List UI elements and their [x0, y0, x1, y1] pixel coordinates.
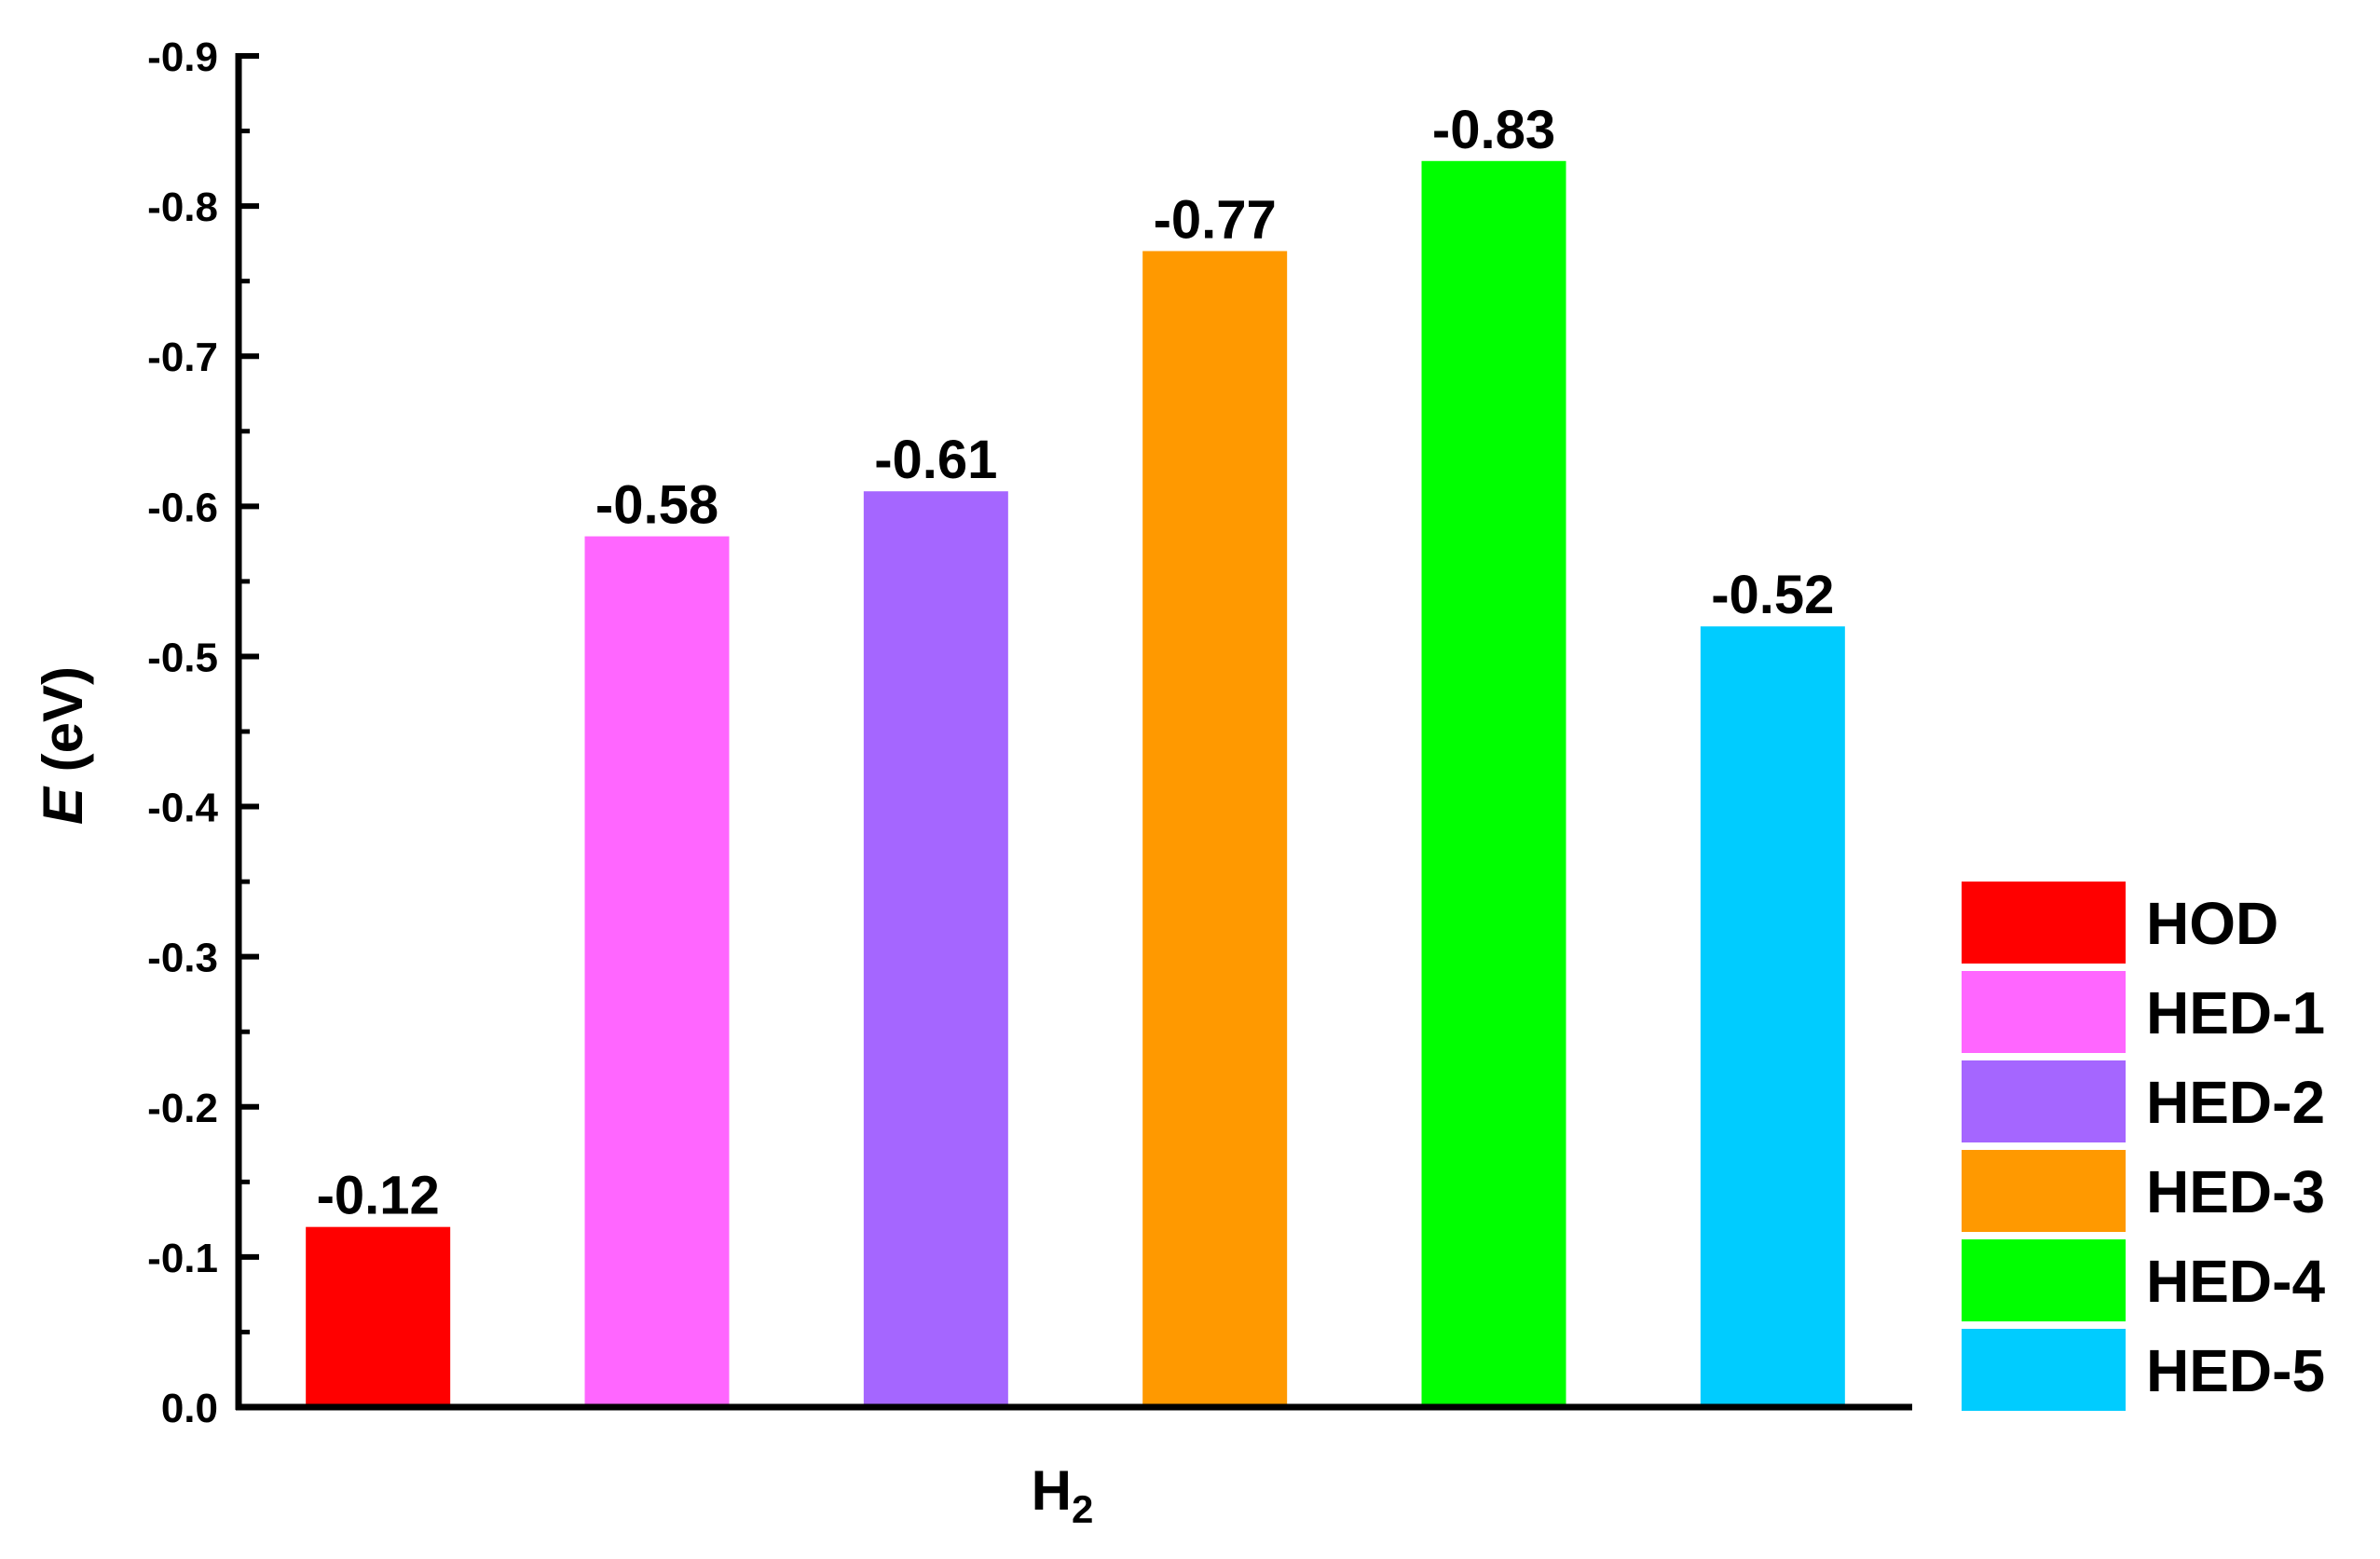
legend-label-hed-1: HED-1 — [2146, 979, 2325, 1046]
y-tick-label: 0.0 — [161, 1386, 218, 1431]
data-label-hed-4: -0.83 — [1432, 100, 1555, 160]
axes — [235, 53, 1912, 1411]
bar-hed-3 — [1142, 251, 1288, 1407]
y-tick-label: -0.2 — [147, 1086, 218, 1131]
x-axis-title: H2 — [1032, 1459, 1094, 1531]
y-axis-title: E (eV) — [32, 666, 94, 825]
data-label-hod: -0.12 — [317, 1166, 440, 1226]
bar-hed-4 — [1421, 160, 1566, 1407]
y-tick-label: -0.6 — [147, 485, 218, 530]
y-tick-label: -0.7 — [147, 335, 218, 380]
data-label-hed-2: -0.61 — [874, 430, 997, 490]
data-label-hed-1: -0.58 — [595, 475, 718, 536]
legend-swatch-hed-5 — [1962, 1329, 2126, 1411]
bars-group — [306, 160, 1845, 1407]
y-axis-title-unit: (eV) — [32, 666, 94, 787]
legend-label-hed-5: HED-5 — [2146, 1337, 2325, 1404]
legend-swatch-hed-1 — [1962, 971, 2126, 1053]
bar-hed-1 — [584, 536, 730, 1407]
legend-swatch-hed-2 — [1962, 1060, 2126, 1142]
y-axis-title-variable: E — [32, 786, 94, 825]
legend-label-hod: HOD — [2146, 890, 2278, 957]
data-labels-group: -0.12 -0.58 -0.61 -0.77 -0.83 -0.52 — [317, 100, 1835, 1226]
legend-label-hed-4: HED-4 — [2146, 1248, 2325, 1315]
bar-hed-5 — [1700, 626, 1845, 1407]
legend-swatch-hed-3 — [1962, 1150, 2126, 1232]
legend-swatch-hod — [1962, 882, 2126, 964]
y-tick-label: -0.9 — [147, 34, 218, 80]
bar-hod — [306, 1226, 451, 1407]
legend-label-hed-2: HED-2 — [2146, 1069, 2325, 1136]
y-tick-label: -0.8 — [147, 185, 218, 230]
y-tick-label: -0.4 — [147, 786, 218, 831]
legend-swatch-hed-4 — [1962, 1239, 2126, 1321]
y-tick-label: -0.5 — [147, 635, 218, 680]
data-label-hed-5: -0.52 — [1711, 565, 1834, 625]
y-tick-label: -0.3 — [147, 936, 218, 981]
data-label-hed-3: -0.77 — [1154, 189, 1277, 250]
y-axis-ticks: 0.0 -0.1 -0.2 -0.3 -0.4 -0.5 -0.6 -0.7 -0.8 -0.9 — [147, 34, 259, 1431]
legend-label-hed-3: HED-3 — [2146, 1158, 2325, 1225]
y-tick-label: -0.1 — [147, 1236, 218, 1281]
x-axis-title-subscript: 2 — [1072, 1487, 1093, 1531]
bar-hed-2 — [863, 491, 1008, 1407]
x-axis-title-main: H — [1032, 1459, 1072, 1522]
legend: HOD HED-1 HED-2 HED-3 HED-4 HED-5 — [1962, 882, 2325, 1411]
